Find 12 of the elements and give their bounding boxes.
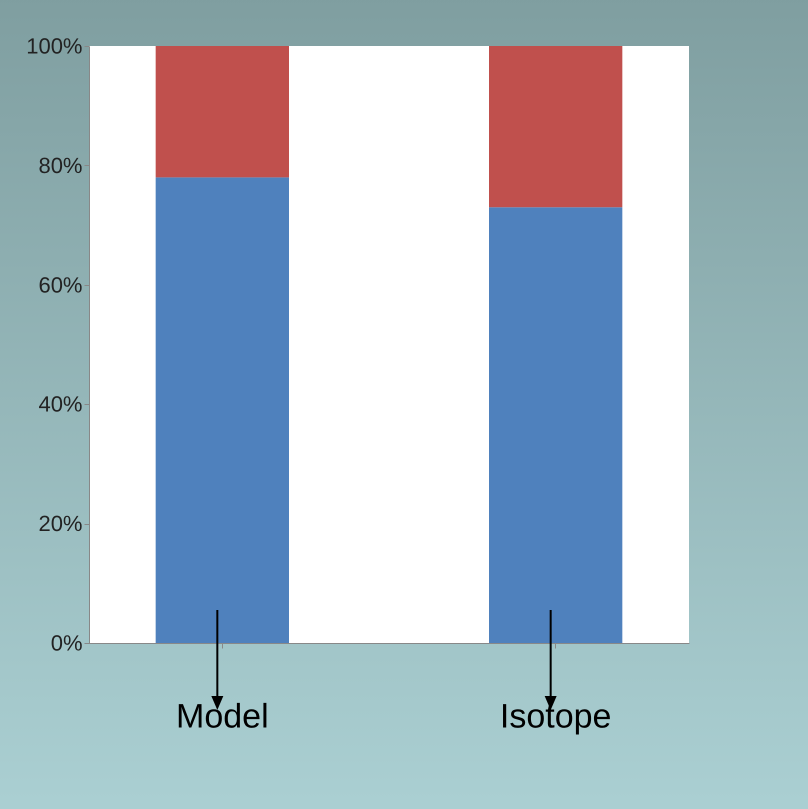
x-tick-label: Isotope: [500, 698, 612, 736]
x-tick-label: Model: [176, 698, 269, 736]
y-tick-label: 0%: [50, 630, 82, 656]
bar: [489, 46, 622, 208]
y-tick-label: 100%: [26, 34, 82, 58]
bar: [156, 46, 289, 178]
y-tick-label: 20%: [38, 511, 82, 536]
bar: [156, 177, 289, 643]
y-tick-label: 80%: [38, 152, 82, 178]
y-tick-label: 40%: [38, 392, 82, 417]
bar: [489, 207, 622, 643]
y-tick-label: 60%: [38, 272, 82, 298]
